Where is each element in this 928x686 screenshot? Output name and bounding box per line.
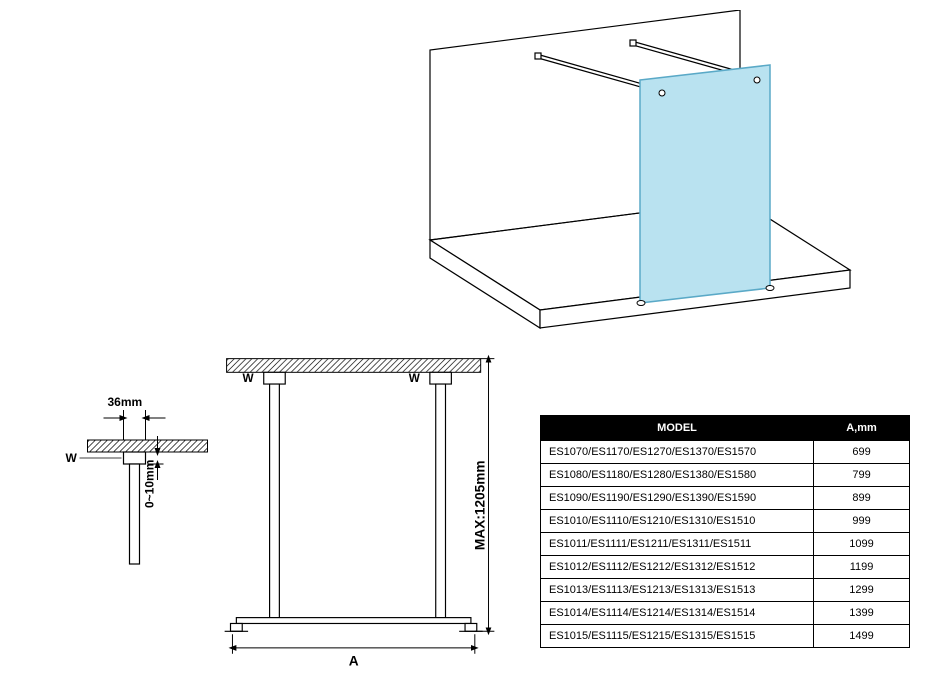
cell-model: ES1012/ES1112/ES1212/ES1312/ES1512 (541, 556, 814, 579)
cell-model: ES1013/ES1113/ES1213/ES1313/ES1513 (541, 579, 814, 602)
label-w-right: W (409, 372, 421, 385)
table-row: ES1012/ES1112/ES1212/ES1312/ES15121199 (541, 556, 910, 579)
technical-drawing-page: W W MAX:1205mm A 36mm W (0, 0, 928, 686)
cell-a: 899 (814, 487, 910, 510)
cell-model: ES1015/ES1115/ES1215/ES1315/ES1515 (541, 625, 814, 648)
table-row: ES1015/ES1115/ES1215/ES1315/ES15151499 (541, 625, 910, 648)
table-row: ES1013/ES1113/ES1213/ES1313/ES15131299 (541, 579, 910, 602)
ceiling-brackets (264, 372, 452, 384)
table-header-row: MODEL A,mm (541, 416, 910, 441)
table-row: ES1011/ES1111/ES1211/ES1311/ES15111099 (541, 533, 910, 556)
header-a: A,mm (814, 416, 910, 441)
cell-a: 999 (814, 510, 910, 533)
cell-a: 1199 (814, 556, 910, 579)
table-row: ES1010/ES1110/ES1210/ES1310/ES1510999 (541, 510, 910, 533)
dim-36 (104, 410, 166, 440)
panel-feet (225, 623, 483, 631)
cell-a: 699 (814, 441, 910, 464)
table-row: ES1090/ES1190/ES1290/ES1390/ES1590899 (541, 487, 910, 510)
detail-bar (130, 464, 140, 564)
cell-model: ES1010/ES1110/ES1210/ES1310/ES1510 (541, 510, 814, 533)
label-36mm: 36mm (108, 395, 143, 409)
table-row: ES1080/ES1180/ES1280/ES1380/ES1580799 (541, 464, 910, 487)
detail-ceiling (88, 440, 208, 452)
ceiling (227, 359, 481, 373)
bracket-detail: 36mm W 0~10mm (40, 380, 225, 580)
cell-model: ES1070/ES1170/ES1270/ES1370/ES1570 (541, 441, 814, 464)
table-row: ES1070/ES1170/ES1270/ES1370/ES1570699 (541, 441, 910, 464)
spec-table: MODEL A,mm ES1070/ES1170/ES1270/ES1370/E… (540, 415, 910, 648)
cell-a: 1099 (814, 533, 910, 556)
spec-table-container: MODEL A,mm ES1070/ES1170/ES1270/ES1370/E… (540, 415, 910, 648)
vertical-bars (270, 384, 446, 618)
label-0-10mm: 0~10mm (143, 460, 157, 508)
table-row: ES1014/ES1114/ES1214/ES1314/ES15141399 (541, 602, 910, 625)
cell-a: 1299 (814, 579, 910, 602)
glass-panel (640, 65, 770, 303)
dim-a (232, 634, 474, 654)
label-w-detail: W (66, 451, 78, 465)
cell-a: 799 (814, 464, 910, 487)
cell-model: ES1014/ES1114/ES1214/ES1314/ES1514 (541, 602, 814, 625)
header-model: MODEL (541, 416, 814, 441)
cell-model: ES1011/ES1111/ES1211/ES1311/ES1511 (541, 533, 814, 556)
label-a: A (349, 654, 359, 669)
label-w-left: W (243, 372, 255, 385)
isometric-view (340, 10, 860, 400)
cell-a: 1499 (814, 625, 910, 648)
cell-model: ES1090/ES1190/ES1290/ES1390/ES1590 (541, 487, 814, 510)
glass-edge (236, 618, 471, 624)
cell-a: 1399 (814, 602, 910, 625)
cell-model: ES1080/ES1180/ES1280/ES1380/ES1580 (541, 464, 814, 487)
label-max-height: MAX:1205mm (473, 460, 488, 550)
